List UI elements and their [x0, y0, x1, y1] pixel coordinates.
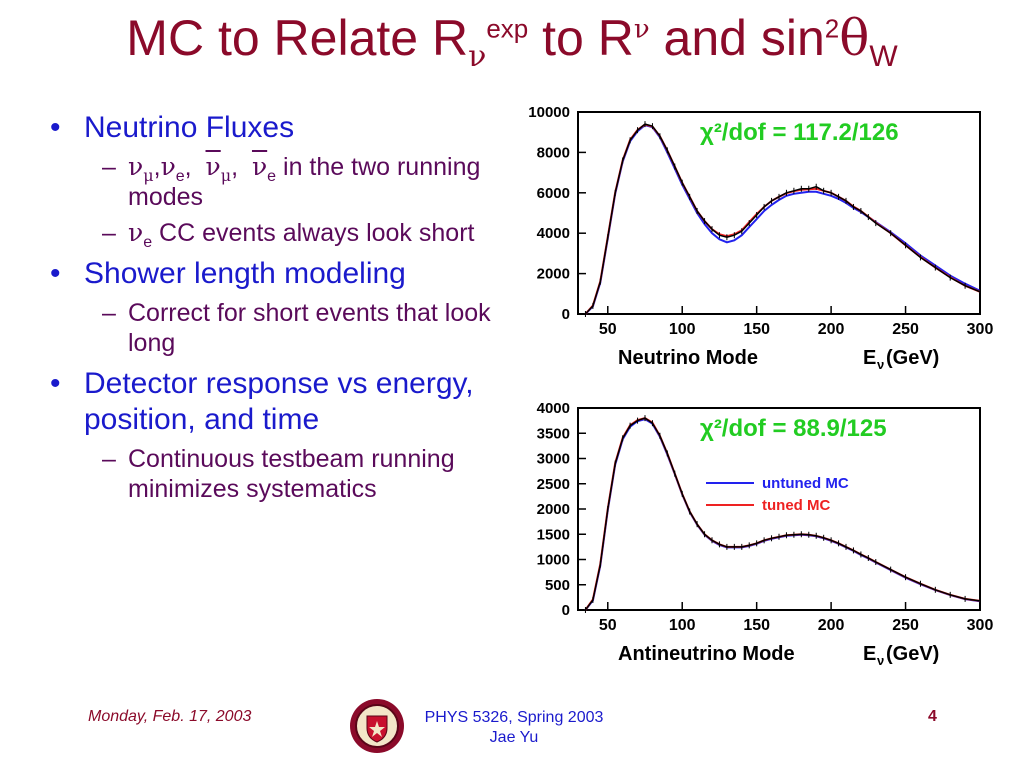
sub-bullet-item: – Correct for short events that look long: [40, 298, 500, 358]
title-w-sub: W: [869, 40, 898, 73]
neutrino-mode-plot: 0 2000 4000 6000 8000 10000 50 100 150 200 250 300 χ…: [508, 100, 1008, 380]
footer-course-line2: Jae Yu: [489, 729, 539, 746]
y-tick-label: 2000: [537, 501, 570, 518]
mu-sub: μ: [220, 166, 232, 185]
bullet-text: Shower length modeling: [84, 257, 406, 290]
x-tick-label: 150: [743, 321, 770, 338]
nu-symbol: ν: [128, 218, 144, 247]
page-number: 4: [928, 708, 937, 725]
e-sub: e: [267, 168, 277, 185]
antinu-symbol: ν: [251, 152, 268, 181]
footer-course-line1: PHYS 5326, Spring 2003: [424, 709, 604, 726]
x-axis-unit: (GeV): [886, 347, 939, 369]
y-tick-label: 2000: [537, 266, 570, 283]
dash-icon: –: [102, 153, 116, 181]
y-tick-label: 0: [562, 306, 570, 323]
sub-bullet-item: – νμ,νe, νμ, νe in the two running modes: [40, 152, 500, 212]
comma: ,: [184, 153, 206, 181]
y-tick-label: 1000: [537, 552, 570, 569]
sub-bullet-text: Continuous testbeam running minimizes sy…: [128, 445, 455, 503]
title-nu-sub: ν: [468, 39, 487, 74]
y-tick-label: 8000: [537, 144, 570, 161]
antineutrino-mode-chart: 0 500 1000 1500 2000 2500 3000 3500 4000 50 100 150…: [537, 400, 994, 668]
series-line-tuned-mc: [584, 123, 981, 315]
e-sub: e: [175, 168, 185, 185]
x-tick-label: 250: [892, 617, 919, 634]
y-tick-label: 4000: [537, 400, 570, 417]
title-two-sup: 2: [824, 13, 840, 44]
x-tick-label: 250: [892, 321, 919, 338]
title-nu-sup: ν: [633, 14, 650, 45]
y-tick-label: 2500: [537, 476, 570, 493]
y-tick-label: 4000: [537, 225, 570, 242]
x-tick-label: 50: [599, 617, 617, 634]
x-tick-label: 200: [818, 617, 845, 634]
comma: ,: [231, 153, 252, 181]
y-tick-label: 3000: [537, 451, 570, 468]
x-axis-unit: (GeV): [886, 643, 939, 665]
x-tick-label: 50: [599, 321, 617, 338]
x-tick-label: 100: [669, 617, 696, 634]
x-axis-label: Antineutrino Mode: [618, 643, 795, 665]
title-exp-sup: exp: [486, 13, 529, 44]
sub-bullet-text: Correct for short events that look long: [128, 299, 491, 357]
x-tick-label: 200: [818, 321, 845, 338]
sub-bullet-item: – Continuous testbeam running minimizes s…: [40, 444, 500, 504]
y-tick-label: 500: [545, 577, 570, 594]
nu-symbol: ν: [160, 152, 176, 181]
legend-label: untuned MC: [762, 475, 849, 492]
x-tick-label: 100: [669, 321, 696, 338]
bullet-text: Detector response vs energy, position, a…: [84, 367, 474, 436]
bullet-text: Neutrino Fluxes: [84, 111, 295, 144]
sub-bullet-item: – νe CC events always look short: [40, 218, 500, 251]
y-tick-label: 0: [562, 602, 570, 619]
mu-sub: μ: [143, 166, 154, 185]
title-text-3: and sin: [649, 10, 825, 66]
bullet-list: • Neutrino Fluxes – νμ,νe, νμ, νe in the t…: [40, 110, 500, 510]
title-text-1: MC to Relate R: [126, 10, 469, 66]
antinu-symbol: ν: [205, 152, 221, 181]
comma: ,: [153, 153, 161, 181]
nu-symbol: ν: [128, 152, 144, 181]
slide-title: MC to Relate Rνexp to Rν and sin2θW: [0, 6, 1024, 73]
y-tick-label: 6000: [537, 185, 570, 202]
dash-icon: –: [102, 299, 116, 327]
y-tick-label: 1500: [537, 526, 570, 543]
bullet-dot-icon: •: [50, 257, 61, 290]
bullet-item: • Neutrino Fluxes: [40, 110, 500, 146]
title-text-2: to R: [528, 10, 634, 66]
neutrino-mode-chart: 0 2000 4000 6000 8000 10000 50 100 150 200 250 300 χ…: [528, 104, 994, 372]
series-line-data: [584, 123, 981, 315]
dash-icon: –: [102, 219, 116, 247]
footer-course: PHYS 5326, Spring 2003 Jae Yu: [414, 708, 614, 748]
university-seal-icon: [350, 699, 404, 753]
chi2-label: χ²/dof = 88.9/125: [700, 415, 887, 442]
bullet-item: • Shower length modeling: [40, 256, 500, 292]
x-axis-variable-sub: ν: [877, 653, 884, 668]
x-axis-variable: E: [863, 643, 876, 665]
x-tick-label: 150: [743, 617, 770, 634]
y-tick-label: 3500: [537, 425, 570, 442]
x-tick-label: 300: [967, 321, 994, 338]
bullet-dot-icon: •: [50, 111, 61, 144]
x-axis-variable: E: [863, 347, 876, 369]
sub-bullet-text: CC events always look short: [152, 219, 475, 247]
plot-frame: [577, 111, 981, 315]
x-axis-variable-sub: ν: [877, 357, 884, 372]
sub-bullet-text: in the two running modes: [128, 153, 481, 211]
x-axis-label: Neutrino Mode: [618, 347, 758, 369]
dash-icon: –: [102, 445, 116, 473]
bullet-item: • Detector response vs energy, position, …: [40, 366, 500, 438]
series-line-untuned-mc: [584, 123, 981, 315]
x-tick-label: 300: [967, 617, 994, 634]
e-sub: e: [143, 234, 153, 251]
footer-date: Monday, Feb. 17, 2003: [88, 708, 252, 725]
legend-label: tuned MC: [762, 497, 830, 514]
title-theta: θ: [839, 9, 870, 67]
antineutrino-mode-plot: 0 500 1000 1500 2000 2500 3000 3500 4000 50 100 150…: [508, 396, 1008, 676]
chi2-label: χ²/dof = 117.2/126: [700, 119, 899, 146]
bullet-dot-icon: •: [50, 367, 61, 400]
y-tick-label: 10000: [528, 104, 570, 121]
